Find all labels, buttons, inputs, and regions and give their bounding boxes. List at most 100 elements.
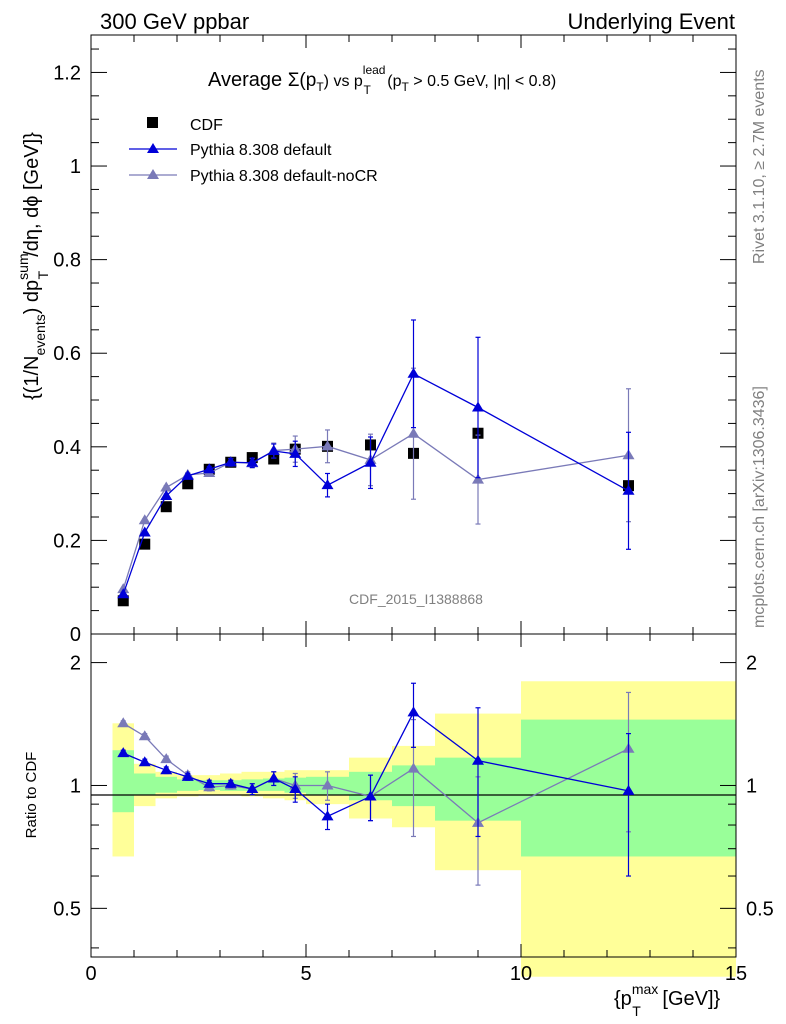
ylabel-c: /dη, dϕ [GeV]} [21,132,43,257]
xlabel-a-sup: max [632,981,658,997]
x-tick-label: 15 [725,963,747,985]
ratio-default-point [407,706,420,717]
main-nocr-line [122,432,629,590]
main-default-point [203,463,216,474]
main-ytick-label: 0.6 [53,343,81,365]
main-default-line [122,372,629,595]
title-prefix: Average [208,69,288,91]
title-mid: ) vs p [324,73,363,90]
ratio-band-green [112,750,134,813]
ratio-default-point [622,784,635,795]
ratio-bands-layer [112,681,736,977]
main-default-point [138,526,151,537]
main-default-point [289,447,302,458]
legend-default-label: Pythia 8.308 default [190,142,332,159]
main-axis-ticks: 0 0.2 0.4 0.6 0.8 1 1.2 [53,35,737,646]
x-tick-label: 0 [85,963,96,985]
ratio-default-point [267,772,280,783]
ratio-ytick-label: 1 [70,775,81,797]
main-default-point [622,484,635,495]
cdf-series [117,427,634,607]
main-panel: 0 0.2 0.4 0.6 0.8 1 1.2 [53,34,737,646]
ratio-band-green [155,776,177,793]
main-ytick-label: 1.2 [53,62,81,84]
ratio-frame [90,633,737,958]
main-nocr-point [321,440,334,451]
main-default-point [407,367,420,378]
ratio-default-point [246,783,259,794]
main-default-point [117,588,130,599]
mcplots-info: mcplots.cern.ch [arXiv:1306.3436] [751,386,768,628]
main-series-layer [117,319,635,607]
cdf-point [160,501,172,513]
cdf-point [268,453,280,465]
main-nocr-point [117,583,130,594]
xlabel-a-sub: T [632,1003,641,1019]
ratio-ytick-label-right: 2 [746,653,757,675]
title-cut1-rest: > 0.5 GeV, |η| < 0.8) [409,73,556,90]
x-axis-label: {pmax T [GeV]} [614,981,721,1019]
main-ytick-label: 0 [70,624,81,646]
legend-nocr-marker [147,169,159,179]
ratio-default-point [472,754,484,765]
cdf-point [117,595,129,607]
ratio-nocr-point [321,779,334,790]
ratio-series-layer [117,682,635,886]
title-cut1: (p [383,73,402,90]
ratio-nocr-point [407,762,420,773]
ratio-default-point [224,777,237,788]
cdf-point [182,478,194,490]
ylabel-b-sup: sum [15,253,31,279]
main-default-series [117,319,635,599]
ratio-ytick-label-right: 1 [746,775,757,797]
main-ytick-label: 0.4 [53,437,81,459]
ylabel-b-sub: T [35,270,51,279]
ratio-ytick-label-right: 0.5 [746,898,774,920]
legend-cdf-marker [147,117,158,128]
ratio-nocr-point [117,717,130,728]
ratio-default-point [289,783,302,794]
ratio-default-point [117,747,130,758]
rivet-info: Rivet 3.1.10, ≥ 2.7M events [751,69,768,264]
header-left: 300 GeV ppbar [100,9,249,34]
main-default-point [224,456,237,467]
title-lead-sup: lead [363,63,386,77]
ratio-nocr-point [160,753,173,764]
ylabel-b: ) dp [21,280,43,314]
header-right: Underlying Event [567,9,735,34]
ratio-panel: 0.5 0.5 1 1 2 2 [53,633,774,977]
main-ytick-label: 0.8 [53,250,81,272]
x-tick-labels: 0 5 10 15 [85,963,747,985]
ratio-ytick-label: 2 [70,653,81,675]
ratio-band-green [134,773,156,795]
main-nocr-point [160,481,173,492]
ylabel-a-sub: events [32,314,48,355]
title-sigma-sub: T [316,80,324,94]
ratio-default-point [160,764,173,775]
main-ylabel: {(1/Nevents) dpsum T/dη, dϕ [GeV]} [15,132,51,400]
main-ytick-label: 1 [70,156,81,178]
main-default-point [160,489,173,500]
analysis-watermark: CDF_2015_I1388868 [349,591,483,607]
main-default-point [321,479,334,490]
ratio-band-green [177,779,199,791]
cdf-point [139,538,151,550]
legend-cdf-label: CDF [190,117,223,134]
ratio-axis-ticks: 0.5 0.5 1 1 2 2 [53,634,774,957]
main-nocr-point [138,514,151,525]
legend-nocr-label: Pythia 8.308 default-noCR [190,168,378,185]
main-default-point [364,456,377,467]
ratio-ylabel: Ratio to CDF [23,752,40,839]
ratio-default-point [138,756,151,767]
ratio-nocr-point [138,730,151,741]
title-lead-sub: T [363,83,371,97]
legend-default-marker [147,143,159,153]
x-tick-label: 10 [510,963,532,985]
ratio-default-point [364,790,377,801]
main-title: Average Σ(pT) vs plead T (pT > 0.5 GeV, |… [208,63,556,97]
ratio-default-series [117,682,635,877]
main-default-point [181,469,194,480]
ratio-ytick-label: 0.5 [53,898,81,920]
main-default-point [267,445,280,456]
